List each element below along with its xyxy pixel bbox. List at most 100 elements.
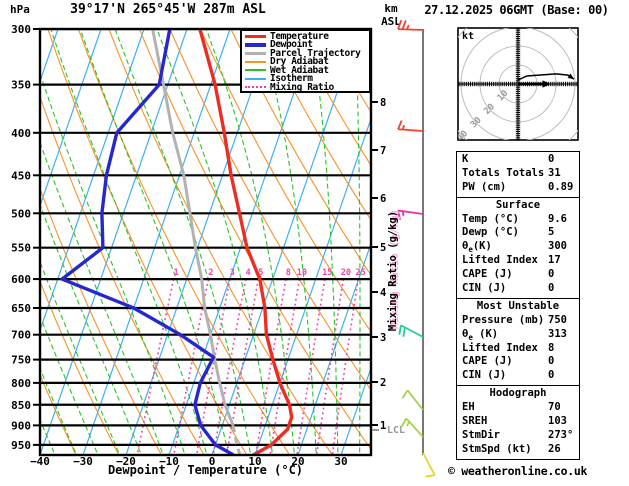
legend-label: Dewpoint [270, 39, 313, 51]
stats-label: K [462, 153, 469, 165]
stats-row: CIN (J) 0 [457, 369, 579, 383]
stats-row: Dewp (°C) 5 [457, 226, 579, 240]
stats-row: EH 70 [457, 401, 579, 415]
stats-value: 300 [548, 240, 567, 253]
stats-row: CAPE (J) 0 [457, 355, 579, 369]
stats-label: CAPE (J) [462, 268, 513, 281]
wind-barb [397, 19, 424, 31]
stats-value: 70 [548, 401, 561, 414]
km-tick-label: 8 [380, 97, 386, 109]
km-tick-label: 4 [380, 287, 386, 299]
km-tick-label: 2 [380, 377, 386, 389]
stats-section-header: Most Unstable [476, 299, 560, 312]
stats-value: 0 [548, 369, 555, 382]
temp-tick-label: −30 [73, 455, 93, 468]
stats-label: Temp (°C) [462, 212, 519, 225]
mixing-ratio-label: 10 [297, 268, 307, 278]
pressure-tick-label: 750 [11, 354, 31, 367]
pressure-tick-label: 350 [11, 79, 31, 92]
stats-label: Pressure (mb) [462, 313, 545, 326]
mixing-ratio-label: 8 [286, 268, 291, 278]
legend-item: Dry Adiabat [242, 56, 369, 68]
pressure-tick-label: 900 [11, 419, 31, 432]
station-title: 39°17'N 265°45'W 287m ASL [70, 2, 266, 17]
dewpoint-line [60, 29, 235, 455]
stats-row: Pressure (mb) 750 [457, 314, 579, 328]
stats-value: 5 [548, 226, 555, 239]
pressure-tick-label: 500 [11, 207, 31, 220]
valid-datetime: 27.12.2025 06GMT (Base: 00) [424, 3, 609, 17]
mixing-ratio-label: 3 [230, 268, 235, 278]
km-tick-label: 1 [380, 420, 386, 432]
wind-barb [401, 389, 424, 411]
temp-tick-label: 30 [334, 455, 347, 468]
mixing-ratio-axis-label: Mixing Ratio (g/kg) [387, 210, 399, 332]
hodograph-unit-label: kt [462, 31, 474, 42]
stats-label: CIN (J) [462, 369, 507, 382]
mixing-ratio-label: 4 [246, 268, 251, 278]
temperature-axis-label: Dewpoint / Temperature (°C) [107, 463, 304, 477]
stats-value: 17 [548, 254, 561, 267]
legend-item: Isotherm [242, 73, 369, 85]
copyright-footer: © weatheronline.co.uk [448, 464, 588, 478]
parcel-trajectory-line [151, 29, 235, 426]
skewt-grid: 1 2 3 4 5 8 10 15 20 25 [40, 29, 371, 455]
stats-row: Lifted Index 8 [457, 342, 579, 356]
legend-label: Mixing Ratio [270, 81, 334, 93]
legend-item: Temperature [242, 31, 369, 42]
pressure-tick-label: 700 [11, 329, 31, 342]
stats-value: 0 [548, 153, 555, 165]
temp-tick-label: −10 [159, 455, 179, 468]
stats-row: θe(K) 300 [457, 240, 579, 254]
stats-value: 26 [548, 442, 561, 455]
altitude-unit-km: km [384, 2, 398, 15]
legend-item: Parcel Trajectory [242, 47, 369, 59]
legend: Temperature Dewpoint Parcel Trajectory Dry … [240, 29, 371, 93]
stats-panel: K 0 Totals Totals 31 PW (cm) 0.89 Surface Temp … [456, 151, 580, 460]
pressure-tick-label: 850 [11, 399, 31, 412]
legend-swatch-thin [245, 77, 266, 80]
altitude-unit-asl: ASL [381, 15, 401, 28]
stats-label: CAPE (J) [462, 355, 513, 368]
hodograph-ring-label: 40 [455, 129, 470, 144]
legend-label: Isotherm [270, 73, 313, 85]
temp-tick-label: 20 [291, 455, 304, 468]
pressure-tick-label: 650 [11, 302, 31, 315]
stats-value: 750 [548, 313, 567, 326]
stats-value: 313 [548, 327, 567, 340]
mixing-ratio-label: 5 [258, 268, 263, 278]
km-tick-label: 5 [380, 242, 386, 254]
stats-row: StmSpd (kt) 26 [457, 443, 579, 457]
legend-swatch-solid [245, 51, 266, 55]
legend-swatch-dotted [245, 86, 266, 89]
pressure-tick-label: 950 [11, 439, 31, 452]
pressure-tick-label: 600 [11, 273, 31, 286]
legend-label: Parcel Trajectory [270, 47, 361, 59]
stats-label: PW (cm) [462, 180, 507, 193]
temp-tick-label: −20 [116, 455, 136, 468]
stats-section: Most Unstable Pressure (mb) 750 θe (K) 313 Li… [456, 297, 580, 387]
legend-item: Dewpoint [242, 39, 369, 51]
legend-swatch-thin [245, 69, 266, 72]
stats-row: CIN (J) 0 [457, 282, 579, 296]
stats-row: Lifted Index 17 [457, 254, 579, 268]
temperature-line [198, 29, 294, 455]
km-tick-label: 7 [380, 145, 386, 157]
mixing-ratio-label: 2 [208, 268, 213, 278]
legend-label: Dry Adiabat [270, 56, 329, 68]
stats-section: K 0 Totals Totals 31 PW (cm) 0.89 [456, 151, 580, 198]
legend-swatch-solid [245, 34, 266, 38]
stats-row: PW (cm) 0.89 [457, 181, 579, 195]
parcel-trajectory-dashed [231, 425, 242, 455]
wind-barb [397, 209, 424, 221]
stats-label: StmDir [462, 428, 500, 441]
stats-label: Lifted Index [462, 341, 538, 354]
stats-row: CAPE (J) 0 [457, 268, 579, 282]
stats-label: EH [462, 401, 475, 414]
temp-tick-label: 0 [209, 455, 216, 468]
stats-label: StmSpd (kt) [462, 442, 532, 455]
mixing-ratio-label: 15 [322, 268, 332, 278]
